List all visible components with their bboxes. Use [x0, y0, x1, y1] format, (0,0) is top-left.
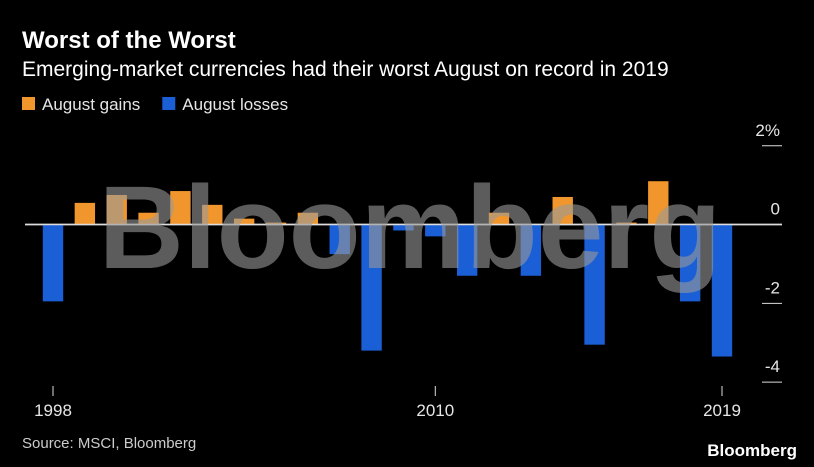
bar: [42, 224, 64, 302]
chart-title: Worst of the Worst: [22, 27, 236, 54]
bar: [202, 204, 223, 225]
logo: Bloomberg: [707, 441, 797, 460]
bar: [520, 224, 542, 276]
source: Source: MSCI, Bloomberg: [22, 435, 196, 452]
bar: [648, 181, 669, 225]
x-tick-label: 1998: [34, 401, 72, 420]
legend-swatch: [22, 97, 35, 110]
y-tick-label: 2%: [755, 121, 780, 140]
legend-swatch: [162, 97, 176, 110]
bar: [138, 212, 159, 225]
x-tick-label: 2019: [703, 401, 741, 420]
bar: [393, 224, 414, 231]
bar: [616, 222, 637, 225]
bar: [170, 191, 191, 225]
bar: [329, 224, 350, 255]
legend-label: August gains: [42, 95, 140, 114]
bar: [552, 196, 573, 225]
bar: [488, 212, 510, 225]
bar: [297, 212, 319, 225]
chart-subtitle: Emerging-market currencies had their wor…: [22, 58, 669, 81]
y-tick-label: 0: [771, 200, 780, 219]
bar: [233, 218, 255, 225]
bar: [456, 224, 478, 276]
bar: [425, 224, 446, 237]
bar: [711, 224, 733, 357]
x-tick-label: 2010: [416, 401, 454, 420]
bar: [106, 195, 127, 225]
bar: [584, 224, 605, 345]
bar: [74, 202, 96, 225]
bar: [361, 224, 382, 351]
y-tick-label: -2: [765, 278, 780, 297]
watermark: Bloomberg: [99, 162, 722, 294]
y-tick-label: -4: [765, 357, 780, 376]
bar: [679, 224, 701, 302]
legend-label: August losses: [182, 95, 288, 114]
bar: [265, 222, 287, 225]
